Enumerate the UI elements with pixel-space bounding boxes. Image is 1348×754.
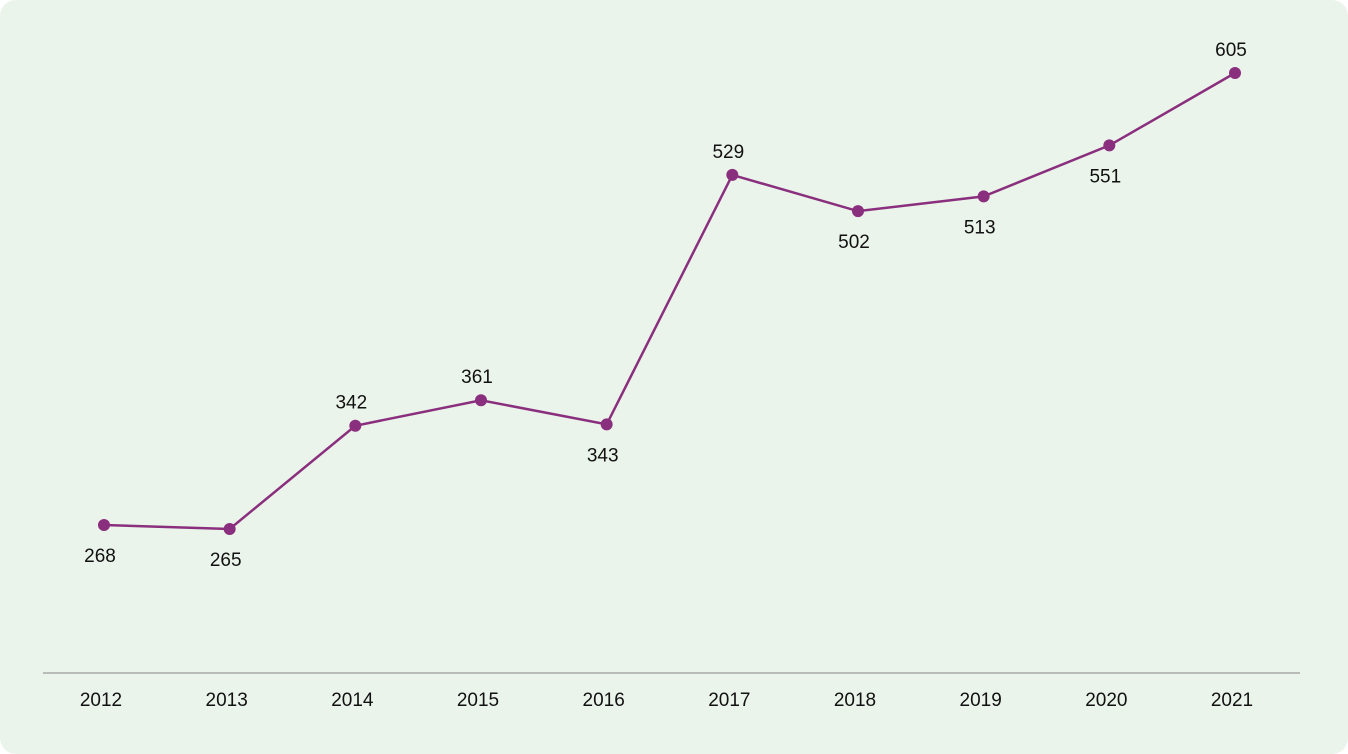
data-point-2017 xyxy=(726,168,739,181)
x-tick-label-2016: 2016 xyxy=(583,690,625,711)
data-point-2015 xyxy=(475,394,487,407)
data-labels: 268 265 342 361 343 529 502 513 551 605 xyxy=(84,40,1247,571)
x-tick-label-2021: 2021 xyxy=(1211,690,1253,711)
data-point-2013 xyxy=(223,523,236,535)
data-point-2020 xyxy=(1103,139,1116,152)
x-tick-label-2013: 2013 xyxy=(206,690,248,711)
x-tick-label-2014: 2014 xyxy=(331,690,374,711)
data-label-2018: 502 xyxy=(838,232,870,253)
data-label-2015: 361 xyxy=(461,367,493,388)
data-point-2018 xyxy=(852,205,864,218)
x-tick-label-2019: 2019 xyxy=(960,690,1002,711)
data-point-2019 xyxy=(977,190,990,203)
x-tick-label-2018: 2018 xyxy=(834,690,876,711)
series-line xyxy=(103,71,1236,531)
data-label-2019: 513 xyxy=(964,217,996,238)
x-tick-label-2012: 2012 xyxy=(80,690,122,711)
x-tick-labels: 2012 2013 2014 2015 2016 2017 2018 2019 2020 2021 xyxy=(80,690,1253,711)
x-tick-label-2015: 2015 xyxy=(457,690,499,711)
x-tick-label-2020: 2020 xyxy=(1085,690,1127,711)
data-label-2021: 605 xyxy=(1215,40,1247,61)
data-label-2012: 268 xyxy=(84,546,116,567)
data-points xyxy=(98,67,1241,535)
data-label-2013: 265 xyxy=(210,550,242,571)
data-point-2012 xyxy=(98,518,110,531)
data-label-2020: 551 xyxy=(1089,166,1121,187)
data-point-2014 xyxy=(349,419,362,432)
data-label-2016: 343 xyxy=(587,445,619,466)
x-tick-label-2017: 2017 xyxy=(708,690,750,711)
data-point-2021 xyxy=(1229,67,1241,79)
data-point-2016 xyxy=(600,418,613,431)
data-label-2014: 342 xyxy=(335,393,367,414)
data-label-2017: 529 xyxy=(712,142,744,163)
